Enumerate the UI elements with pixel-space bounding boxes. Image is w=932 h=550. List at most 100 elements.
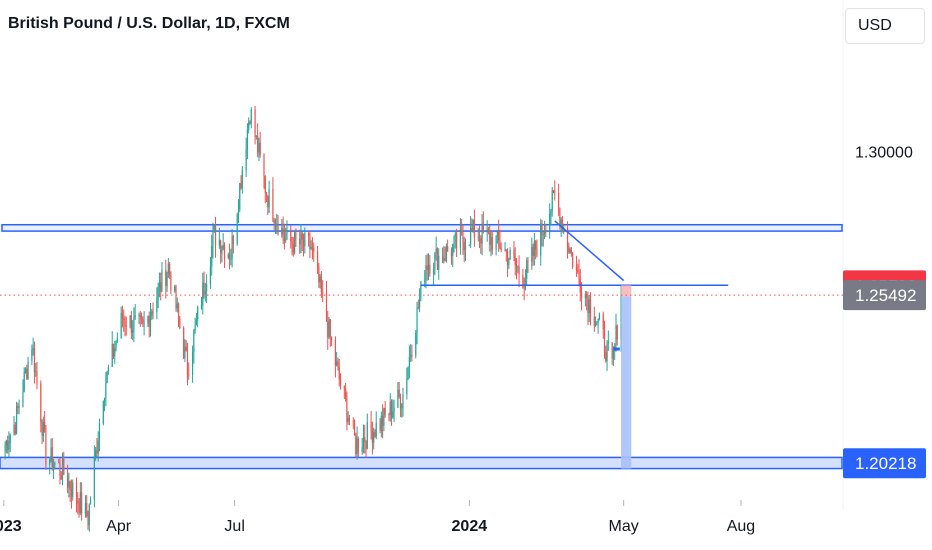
entry-box xyxy=(621,285,632,297)
time-tick-label: 2024 xyxy=(452,518,488,535)
candle-body xyxy=(313,247,315,252)
candle-body xyxy=(550,210,552,214)
candle-body xyxy=(24,369,27,372)
price-tag-gray xyxy=(843,280,926,311)
candle-body xyxy=(393,407,395,412)
candle-body xyxy=(79,492,81,513)
candle-body xyxy=(605,352,607,361)
candle-body xyxy=(417,307,419,309)
candle-body xyxy=(223,244,226,258)
candle-body xyxy=(504,249,506,251)
candle-body xyxy=(334,340,337,366)
candle-body xyxy=(561,219,564,233)
candle-body xyxy=(44,422,46,432)
candle-body xyxy=(249,121,251,124)
candle-body xyxy=(304,232,306,247)
candle-body xyxy=(352,420,354,422)
candle-body xyxy=(463,242,465,251)
candle-body xyxy=(382,415,384,426)
candle-body xyxy=(370,422,372,431)
candle-body xyxy=(254,109,256,137)
candle-body xyxy=(40,383,42,423)
candle-body xyxy=(375,422,377,437)
candle-body xyxy=(517,266,519,268)
candle-body xyxy=(96,450,98,454)
candle-body xyxy=(97,440,99,454)
candle-body xyxy=(478,236,481,239)
candle-body xyxy=(123,318,125,320)
candle-body xyxy=(115,341,117,349)
candle-body xyxy=(259,142,261,156)
candle-body xyxy=(86,502,88,517)
candle-body xyxy=(89,499,92,505)
price-tag-blue xyxy=(843,448,926,479)
drawings-layer xyxy=(0,220,843,469)
candle-body xyxy=(325,292,328,322)
candle-body xyxy=(264,176,266,193)
candle-body xyxy=(339,379,342,387)
candle-body xyxy=(61,458,64,480)
candle-body xyxy=(292,244,294,253)
candle-body xyxy=(398,389,400,397)
candle-body xyxy=(557,192,560,209)
candle-body xyxy=(365,441,367,449)
candle-body xyxy=(70,489,73,497)
candle-body xyxy=(357,438,359,452)
candle-body xyxy=(429,264,431,274)
currency-selector-button[interactable]: USD xyxy=(845,8,925,44)
price-tag-label: 1.20218 xyxy=(855,454,916,473)
candle-body xyxy=(602,314,604,330)
candle-body xyxy=(106,370,108,384)
price-tick-label: 1.30000 xyxy=(855,144,913,161)
candle-body xyxy=(444,258,446,261)
candle-body xyxy=(552,190,555,191)
candle-body xyxy=(213,224,215,232)
candle-body xyxy=(257,135,259,153)
trendline xyxy=(554,220,625,282)
candle-body xyxy=(142,319,144,324)
candle-body xyxy=(23,371,25,392)
candle-body xyxy=(147,315,149,323)
candle-body xyxy=(615,325,617,346)
chart-title: British Pound / U.S. Dollar, 1D, FXCM xyxy=(8,15,290,32)
candle-body xyxy=(166,273,168,286)
candle-body xyxy=(536,249,538,256)
candle-body xyxy=(450,251,453,256)
candle-body xyxy=(408,357,410,368)
candle-body xyxy=(95,450,97,458)
candle-body xyxy=(277,223,279,235)
candle-body xyxy=(461,229,463,233)
candle-body xyxy=(230,258,232,260)
candle-body xyxy=(611,342,613,359)
candle-body xyxy=(268,188,270,208)
candle-body xyxy=(267,196,269,208)
candle-body xyxy=(489,232,491,245)
candle-body xyxy=(570,249,572,253)
candle-body xyxy=(54,462,56,465)
candle-body xyxy=(506,251,509,266)
candle-body xyxy=(418,297,421,308)
candle-body xyxy=(143,322,145,324)
candle-body xyxy=(139,314,141,317)
candle-body xyxy=(66,474,69,488)
candle-body xyxy=(424,280,426,282)
candle-body xyxy=(302,239,305,247)
candle-body xyxy=(204,291,206,295)
candle-body xyxy=(9,435,11,444)
candle-body xyxy=(310,247,312,249)
candle-body xyxy=(389,401,391,416)
candle-body xyxy=(282,228,284,236)
candle-body xyxy=(523,288,525,290)
candle-body xyxy=(52,464,55,470)
candle-body xyxy=(441,255,444,261)
candle-body xyxy=(272,188,274,221)
candle-body xyxy=(265,192,268,197)
candle-body xyxy=(15,405,18,434)
candle-body xyxy=(22,391,24,407)
candle-body xyxy=(17,405,19,408)
candle-body xyxy=(482,223,484,233)
candle-body xyxy=(607,342,609,344)
candle-body xyxy=(353,421,356,436)
candle-body xyxy=(241,169,243,189)
